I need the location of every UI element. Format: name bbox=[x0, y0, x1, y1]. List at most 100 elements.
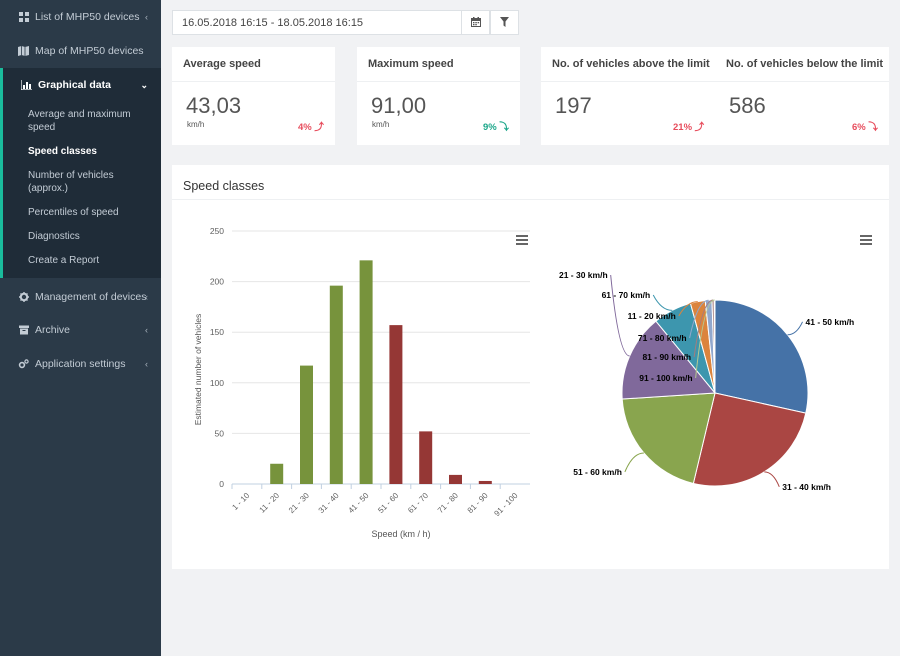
pie-label: 81 - 90 km/h bbox=[642, 352, 691, 362]
pie-connector bbox=[624, 452, 644, 473]
y-tick-label: 0 bbox=[219, 479, 224, 489]
stat-change: 4% ⤴ bbox=[298, 119, 324, 133]
pie-chart-menu-icon[interactable] bbox=[860, 235, 872, 245]
x-tick-label: 61 - 70 bbox=[406, 491, 430, 515]
bar bbox=[419, 431, 433, 484]
arrow-down-icon: ⤵ bbox=[868, 122, 878, 133]
submenu-diagnostics[interactable]: Diagnostics bbox=[28, 231, 80, 242]
sidebar: List of MHP50 devices ‹ Map of MHP50 dev… bbox=[0, 0, 161, 656]
pie-connector bbox=[678, 301, 698, 317]
stat-change: 9% ⤵ bbox=[483, 119, 509, 133]
bar bbox=[389, 325, 403, 484]
submenu-percentiles[interactable]: Percentiles of speed bbox=[28, 207, 119, 218]
bar bbox=[270, 463, 284, 484]
panel-divider bbox=[172, 199, 889, 200]
change-value: 21% bbox=[673, 122, 693, 133]
x-tick-label: 1 - 10 bbox=[230, 491, 251, 512]
card-divider bbox=[172, 81, 335, 82]
stat-change: 6% ⤵ bbox=[852, 119, 878, 133]
nav-map-devices[interactable]: Map of MHP50 devices bbox=[0, 36, 161, 66]
y-tick-label: 250 bbox=[210, 226, 224, 236]
archive-icon bbox=[18, 325, 29, 336]
nav-management[interactable]: Management of devices ‹ bbox=[0, 282, 161, 312]
change-value: 6% bbox=[852, 122, 866, 133]
nav-label: Map of MHP50 devices bbox=[35, 45, 144, 57]
change-value: 4% bbox=[298, 122, 312, 133]
pie-label: 91 - 100 km/h bbox=[639, 373, 692, 383]
pie-label: 21 - 30 km/h bbox=[559, 270, 608, 280]
pie-connector bbox=[764, 471, 780, 488]
card-title: No. of vehicles below the limit bbox=[726, 58, 884, 70]
nav-label: Graphical data bbox=[38, 79, 111, 91]
x-tick-label: 51 - 60 bbox=[376, 491, 400, 515]
pie-connector bbox=[695, 299, 715, 379]
stat-unit: km/h bbox=[187, 120, 205, 129]
nav-app-settings[interactable]: Application settings ‹ bbox=[0, 349, 161, 379]
chevron-down-icon: ⌄ bbox=[140, 79, 148, 90]
nav-archive[interactable]: Archive ‹ bbox=[0, 315, 161, 345]
x-tick-label: 21 - 30 bbox=[287, 491, 311, 515]
filter-icon bbox=[500, 14, 509, 32]
arrow-up-icon: ⤴ bbox=[694, 122, 705, 133]
map-icon bbox=[18, 46, 29, 57]
nav-label: Management of devices bbox=[35, 291, 147, 303]
pie-slice bbox=[621, 320, 717, 400]
pie-slice bbox=[692, 392, 807, 487]
card-title: No. of vehicles above the limit bbox=[552, 58, 710, 70]
card-divider bbox=[357, 81, 520, 82]
stat-unit: km/h bbox=[372, 120, 390, 129]
nav-label: Archive bbox=[35, 324, 71, 336]
y-tick-label: 200 bbox=[210, 277, 224, 287]
limit-card: No. of vehicles above the limit No. of v… bbox=[541, 47, 889, 145]
pie-slice bbox=[714, 299, 809, 414]
bar bbox=[329, 285, 343, 484]
card-divider bbox=[541, 81, 889, 82]
bar-chart-icon bbox=[21, 80, 32, 91]
x-tick-label: 91 - 100 bbox=[492, 491, 520, 519]
panel-title: Speed classes bbox=[183, 179, 265, 193]
stat-value: 91,00 bbox=[371, 93, 427, 118]
pie-connector bbox=[652, 294, 673, 311]
avg-speed-card: Average speed 43,03 km/h 4% ⤴ bbox=[172, 47, 335, 145]
filter-button[interactable] bbox=[490, 10, 519, 35]
stat-value: 43,03 bbox=[186, 93, 242, 118]
calendar-icon bbox=[470, 14, 481, 32]
submenu-create-report[interactable]: Create a Report bbox=[28, 255, 100, 266]
arrow-down-icon: ⤵ bbox=[499, 122, 509, 133]
nav-graphical-data[interactable]: Graphical data ⌄ bbox=[0, 70, 161, 100]
submenu-speed-classes[interactable]: Speed classes bbox=[28, 146, 97, 157]
speed-classes-panel: Speed classes 0 50 100 150 200 250 1 - 10 11 - … bbox=[172, 165, 889, 569]
pie-connector bbox=[689, 299, 709, 339]
x-axis-label: Speed (km / h) bbox=[371, 529, 430, 539]
stat-value-below: 586 bbox=[729, 93, 766, 118]
pie-label: 71 - 80 km/h bbox=[638, 333, 687, 343]
bar-chart-menu-icon[interactable] bbox=[516, 235, 528, 245]
card-title: Maximum speed bbox=[368, 58, 454, 70]
bar bbox=[449, 474, 462, 484]
y-tick-label: 50 bbox=[215, 428, 225, 438]
nav-list-devices[interactable]: List of MHP50 devices ‹ bbox=[0, 2, 161, 32]
card-title: Average speed bbox=[183, 58, 261, 70]
pie-connector bbox=[787, 321, 803, 336]
calendar-button[interactable] bbox=[461, 10, 490, 35]
y-tick-label: 150 bbox=[210, 327, 224, 337]
chevron-left-icon: ‹ bbox=[145, 359, 148, 369]
nav-label: List of MHP50 devices bbox=[35, 11, 140, 23]
x-tick-label: 81 - 90 bbox=[466, 491, 490, 515]
change-value: 9% bbox=[483, 122, 497, 133]
stat-value-above: 197 bbox=[555, 93, 592, 118]
y-tick-label: 100 bbox=[210, 378, 224, 388]
gears-icon bbox=[18, 359, 29, 370]
date-range-input[interactable]: 16.05.2018 16:15 - 18.05.2018 16:15 bbox=[172, 10, 462, 35]
pie-label: 41 - 50 km/h bbox=[806, 317, 855, 327]
active-indicator bbox=[0, 68, 3, 278]
graphical-data-section bbox=[0, 68, 161, 278]
submenu-avg-max-speed[interactable]: Average and maximum speed bbox=[28, 109, 131, 133]
x-tick-label: 31 - 40 bbox=[317, 491, 341, 515]
submenu-number-of-vehicles[interactable]: Number of vehicles (approx.) bbox=[28, 170, 114, 194]
pie-label: 31 - 40 km/h bbox=[782, 482, 831, 492]
pie-connector bbox=[610, 274, 630, 357]
arrow-up-icon: ⤴ bbox=[314, 122, 324, 133]
pie-chart: 41 - 50 km/h 31 - 40 km/h 51 - 60 km/h 21 -… bbox=[559, 270, 855, 492]
bar bbox=[478, 480, 492, 484]
